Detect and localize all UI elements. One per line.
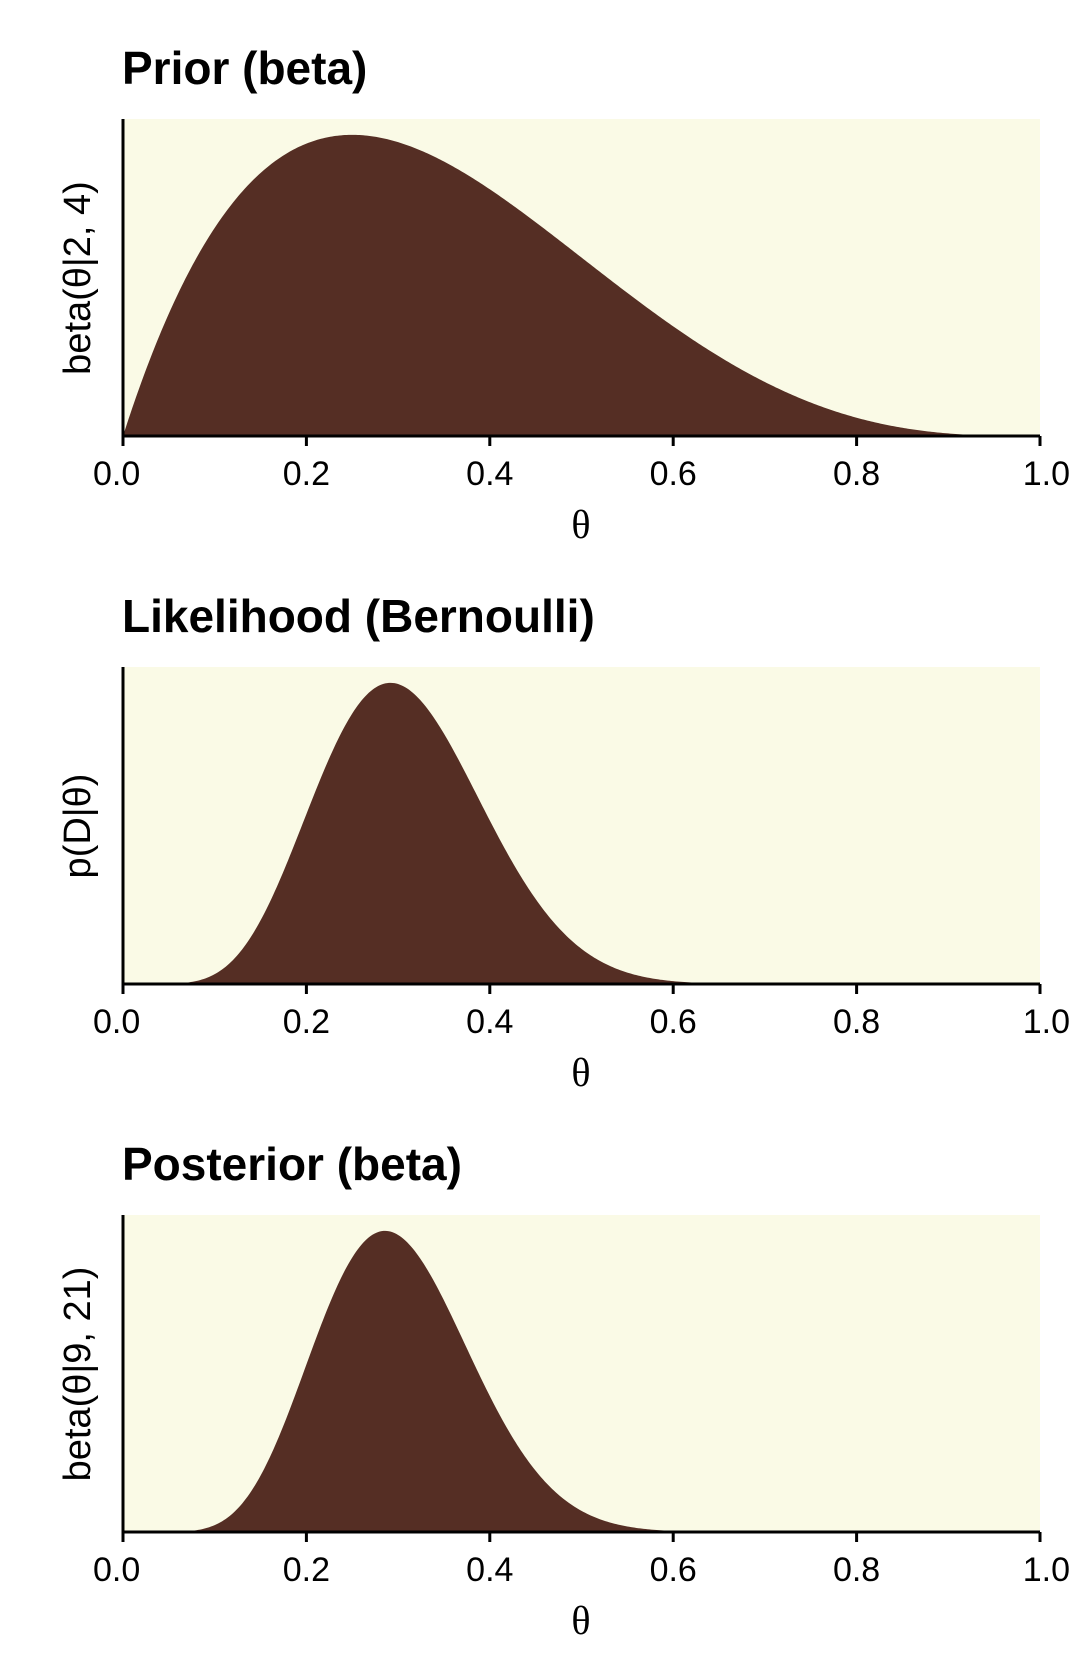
x-ticks: 0.0 0.2 0.4 0.6 0.8 1.0 bbox=[93, 436, 1070, 493]
prior-density-area bbox=[123, 134, 1040, 436]
y-axis-label: beta(θ|9, 21) bbox=[57, 1267, 99, 1482]
x-tick-label: 0.4 bbox=[466, 455, 513, 493]
x-tick-label: 1.0 bbox=[1023, 1003, 1070, 1041]
x-ticks: 0.0 0.2 0.4 0.6 0.8 1.0 bbox=[93, 1532, 1070, 1589]
x-tick-label: 0.0 bbox=[93, 455, 140, 493]
posterior-density-area bbox=[123, 1230, 1040, 1532]
x-tick-label: 0.8 bbox=[833, 1003, 880, 1041]
panel-title: Prior (beta) bbox=[122, 42, 367, 94]
x-tick-label: 0.6 bbox=[650, 1003, 697, 1041]
x-axis-label: θ bbox=[571, 1598, 590, 1643]
x-tick-label: 0.6 bbox=[650, 1551, 697, 1589]
x-tick-label: 0.0 bbox=[93, 1003, 140, 1041]
x-tick-label: 0.2 bbox=[283, 1003, 330, 1041]
x-axis-label: θ bbox=[571, 1050, 590, 1095]
x-tick-label: 1.0 bbox=[1023, 455, 1070, 493]
x-tick-label: 0.4 bbox=[466, 1003, 513, 1041]
x-tick-label: 0.0 bbox=[93, 1551, 140, 1589]
x-ticks: 0.0 0.2 0.4 0.6 0.8 1.0 bbox=[93, 984, 1070, 1041]
panel-likelihood: Likelihood (Bernoulli) 0.0 0.2 0.4 0.6 0.8 1.… bbox=[57, 590, 1070, 1095]
x-axis-label: θ bbox=[571, 502, 590, 547]
likelihood-area bbox=[123, 682, 1040, 984]
panel-title: Posterior (beta) bbox=[122, 1138, 462, 1190]
y-axis-label: p(D|θ) bbox=[57, 774, 99, 879]
x-tick-label: 1.0 bbox=[1023, 1551, 1070, 1589]
panel-posterior: Posterior (beta) 0.0 0.2 0.4 0.6 0.8 1.0 θ be… bbox=[57, 1138, 1070, 1643]
x-tick-label: 0.2 bbox=[283, 455, 330, 493]
x-tick-label: 0.6 bbox=[650, 455, 697, 493]
x-tick-label: 0.2 bbox=[283, 1551, 330, 1589]
y-axis-label: beta(θ|2, 4) bbox=[57, 181, 99, 375]
x-tick-label: 0.8 bbox=[833, 1551, 880, 1589]
panel-prior: Prior (beta) 0.0 0.2 0.4 0.6 0.8 1.0 θ beta(θ… bbox=[57, 42, 1070, 547]
x-tick-label: 0.4 bbox=[466, 1551, 513, 1589]
x-tick-label: 0.8 bbox=[833, 455, 880, 493]
panel-title: Likelihood (Bernoulli) bbox=[122, 590, 595, 642]
